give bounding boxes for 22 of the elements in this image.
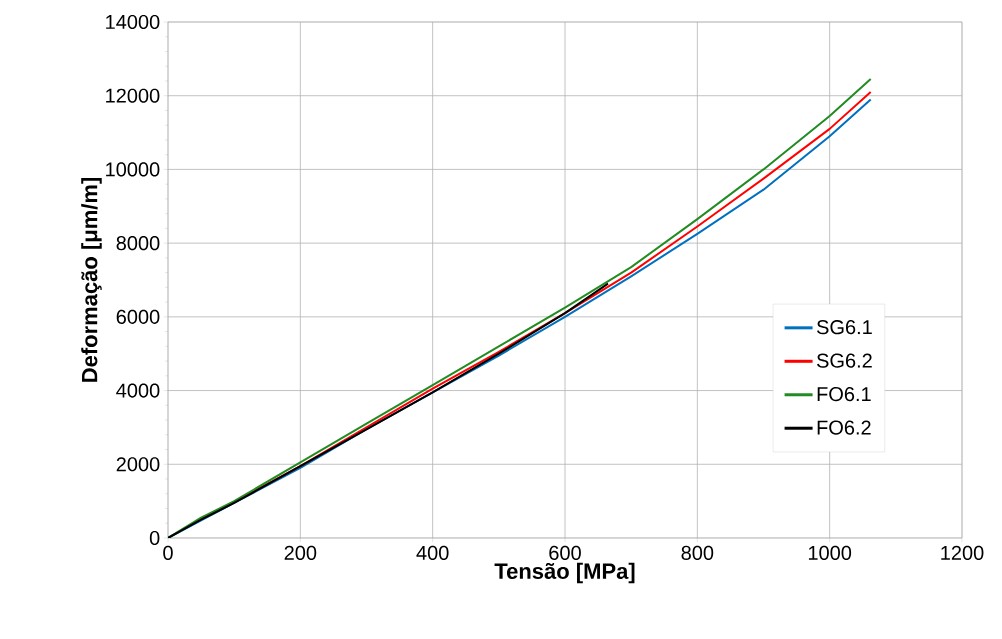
- x-axis-title: Tensão [MPa]: [494, 562, 635, 584]
- legend-label: SG6.1: [816, 320, 872, 335]
- legend-label: FO6.1: [817, 387, 871, 402]
- legend-label: SG6.2: [816, 353, 872, 368]
- x-tick-label: 600: [549, 545, 581, 560]
- line-series: [168, 282, 610, 538]
- y-tick-label: 8000: [116, 236, 160, 251]
- x-tick-label: 400: [416, 545, 449, 560]
- y-tick-label: 12000: [106, 88, 160, 103]
- y-tick-label: 6000: [116, 309, 160, 324]
- y-tick-label: 4000: [116, 383, 160, 398]
- x-tick-label: 1000: [808, 545, 852, 560]
- x-tick-label: 1200: [941, 545, 984, 560]
- legend-label: FO6.2: [817, 420, 871, 435]
- y-tick-label: 10000: [106, 162, 160, 177]
- y-tick-label: 14000: [106, 14, 160, 30]
- x-tick-label: 800: [681, 545, 714, 560]
- x-tick-label: 0: [163, 545, 173, 560]
- y-tick-label: 2000: [116, 457, 160, 472]
- y-axis-title: Deformação [μm/m]: [81, 177, 102, 382]
- x-tick-label: 200: [284, 545, 317, 560]
- y-tick-label: 0: [149, 530, 160, 546]
